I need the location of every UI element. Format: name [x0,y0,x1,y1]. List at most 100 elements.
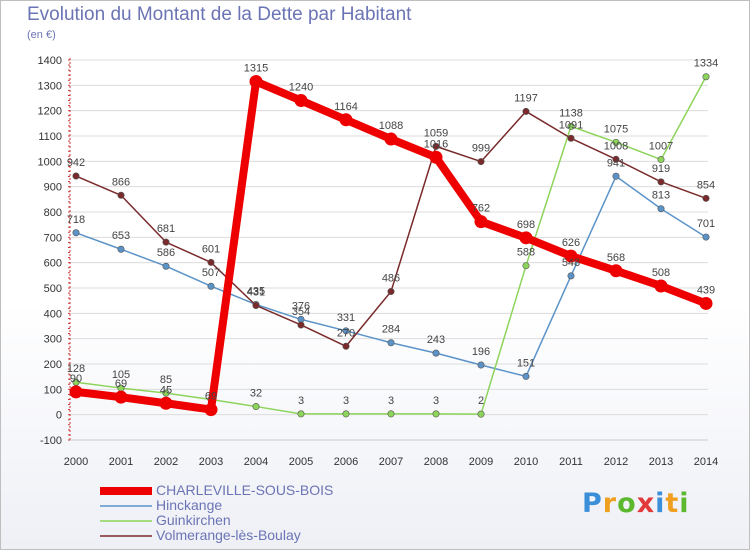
x-tick-label: 2012 [604,456,628,468]
legend-item-charleville: CHARLEVILLE-SOUS-BOIS [100,483,400,499]
data-point [567,272,575,280]
data-label: 508 [652,267,670,279]
data-point [654,279,668,293]
data-label: 568 [607,252,625,264]
x-tick-label: 2009 [469,456,493,468]
data-label: 439 [697,284,715,296]
data-label: 681 [157,223,175,235]
logo-letter: x [636,488,656,519]
data-point [162,238,170,246]
data-point [609,264,623,278]
y-tick-label: 400 [44,308,62,320]
x-tick-label: 2000 [64,456,88,468]
data-point [252,403,260,411]
logo-letter: o [617,488,637,519]
data-point [567,122,575,130]
y-tick-label: 1000 [38,156,62,168]
data-point [342,327,350,335]
data-point [204,403,218,417]
data-point [432,349,440,357]
data-label: 331 [337,312,355,324]
data-label: 701 [697,218,715,230]
y-tick-label: 200 [44,359,62,371]
data-point [72,172,80,180]
data-label: 376 [292,300,310,312]
data-point [297,410,305,418]
data-label: 601 [202,243,220,255]
data-label: 1315 [244,63,268,75]
chart-title: Evolution du Montant de la Dette par Hab… [27,4,412,25]
data-label: 1138 [559,107,583,119]
logo-letter: t [665,488,680,519]
logo-letter: P [582,488,603,519]
data-label: 942 [67,157,85,169]
data-label: 1197 [514,92,538,104]
data-point [252,301,260,309]
data-label: 1016 [424,138,448,150]
data-point [657,178,665,186]
data-label: 3 [388,395,394,407]
x-tick-label: 2001 [109,456,133,468]
data-label: 151 [517,357,535,369]
data-point [699,296,713,310]
data-point [117,245,125,253]
data-point [69,385,83,399]
data-point [162,262,170,270]
data-label: 1075 [604,123,628,135]
data-point [702,194,710,202]
logo-letter: r [602,488,618,519]
y-tick-label: 900 [44,182,62,194]
data-label: 919 [652,163,670,175]
data-point [339,113,353,127]
legend-swatch-guinkirchen [100,520,152,522]
data-label: 243 [427,334,445,346]
x-tick-label: 2004 [244,456,268,468]
data-label: 128 [67,363,85,375]
legend: CHARLEVILLE-SOUS-BOIS Hinckange Guinkirc… [100,483,400,544]
data-label: 45 [160,384,172,396]
legend-item-volmerange: Volmerange-lès-Boulay [100,527,400,544]
data-point [432,142,440,150]
data-label: 90 [70,373,82,385]
data-label: 653 [112,230,130,242]
x-tick-label: 2011 [559,456,583,468]
data-label: 866 [112,176,130,188]
data-point [477,361,485,369]
data-point [522,372,530,380]
data-point [207,258,215,266]
x-tick-label: 2010 [514,456,538,468]
data-point [207,282,215,290]
data-point [387,410,395,418]
x-tick-label: 2013 [649,456,673,468]
data-label: 1008 [604,140,628,152]
data-label: 941 [607,157,625,169]
data-point [387,339,395,347]
data-label: 435 [247,285,265,297]
data-point [297,321,305,329]
data-label: 813 [652,190,670,202]
legend-item-hinckange: Hinckange [100,498,400,514]
legend-label-volmerange: Volmerange-lès-Boulay [156,527,301,543]
logo-letter: i [679,488,690,519]
data-point [612,138,620,146]
x-tick-label: 2007 [379,456,403,468]
proxiti-logo: Proxiti [582,488,690,519]
chart-subtitle: (en €) [27,29,56,41]
legend-swatch-charleville [100,487,152,495]
data-label: 507 [202,267,220,279]
x-tick-label: 2008 [424,456,448,468]
data-label: 762 [472,203,490,215]
data-point [702,73,710,81]
y-tick-label: 300 [44,334,62,346]
data-point [432,410,440,418]
data-point [342,410,350,418]
data-label: 69 [205,391,217,403]
data-label: 698 [517,219,535,231]
data-label: 999 [472,143,490,155]
x-tick-label: 2002 [154,456,178,468]
data-label: 270 [337,327,355,339]
data-label: 3 [433,395,439,407]
x-tick-label: 2003 [199,456,223,468]
y-tick-label: 0 [56,410,62,422]
data-label: 284 [382,324,400,336]
